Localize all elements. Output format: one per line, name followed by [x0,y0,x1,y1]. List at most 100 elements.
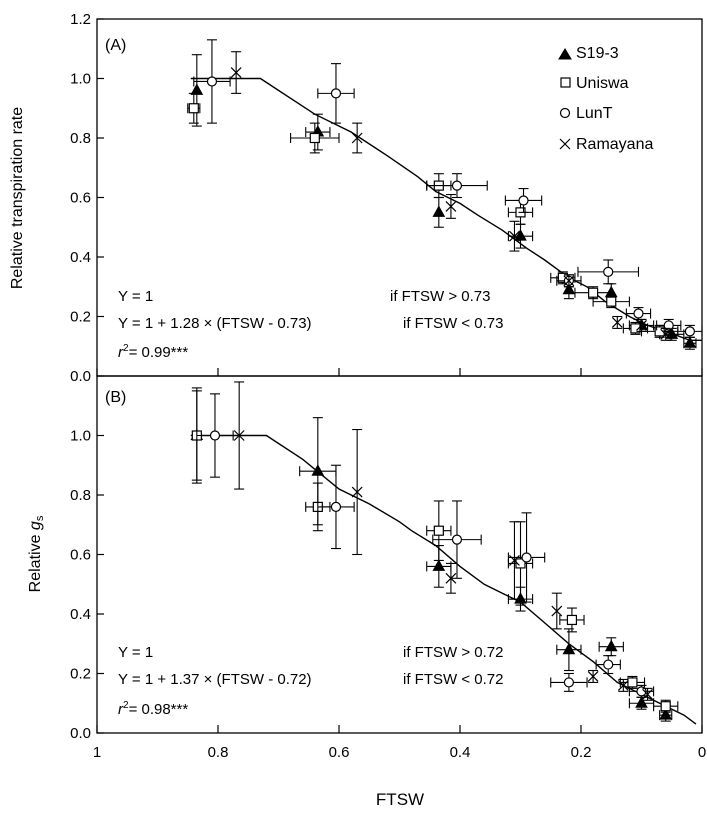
x-axis-label: FTSW [376,790,424,809]
circle-marker [684,326,696,337]
cross-marker [563,275,575,287]
cross-marker [617,679,629,691]
panel-a-axes: 0.0 0.2 0.4 0.6 0.8 1.0 1.2 [70,11,703,385]
legend-cross-marker [559,138,571,150]
data-point-ramayana [611,315,623,329]
panel-a-ylabel: Relative transpiration rate [9,107,26,289]
legend-label-lunt: LunT [576,105,613,122]
legend-item-s19-3: S19-3 [558,45,619,62]
data-point-lunt [628,684,655,698]
circle-marker [603,659,614,670]
data-point-s19-3 [598,637,624,657]
panel-a-cond2: if FTSW < 0.73 [403,315,503,332]
panel-a-cond1: if FTSW > 0.73 [390,288,490,305]
data-point-s19-3 [556,628,582,672]
cross-marker [230,67,242,78]
data-point-lunt [550,672,588,692]
y-tick-label-a: 1.0 [70,71,91,88]
cross-marker [509,555,520,566]
data-point-lunt [196,393,234,478]
data-point-s19-3 [190,54,204,127]
legend-label-s19-3: S19-3 [576,45,619,62]
square-marker [309,132,320,144]
cross-marker [660,328,672,340]
panel-b-r2: r2= 0.98*** [118,700,188,718]
cross-marker [587,671,599,682]
data-point-ramayana [660,327,672,341]
x-tick-label-b: 0.6 [329,744,350,761]
cross-marker [611,317,623,328]
square-marker [627,677,638,688]
panel-a-r2: r2= 0.99*** [118,343,188,361]
data-point-ramayana [587,669,599,683]
panel-b-ylabel-sub: s [34,515,46,521]
triangle-marker [311,464,325,476]
data-point-ramayana [617,678,629,692]
triangle-marker [562,282,576,295]
triangle-marker [562,642,576,655]
triangle-marker [635,696,648,708]
circle-marker [603,266,614,277]
data-point-lunt [426,173,488,199]
cross-marker [445,572,457,584]
circle-marker [633,308,644,319]
panel-a: (A) Relative transpiration rate 0.00.20.… [9,11,703,385]
cross-marker [351,486,363,498]
data-point-ramayana [351,122,363,154]
panel-b-cond1: if FTSW > 0.72 [403,644,503,661]
panel-a-eq1: Y = 1 [118,288,153,305]
panel-b-ylabel: Relative gs [27,515,46,592]
panel-b-cond2: if FTSW < 0.72 [403,671,503,688]
data-point-ramayana [551,592,563,630]
data-point-uniswa [592,295,630,309]
square-marker [566,614,578,626]
panel-b-label: (B) [105,389,126,406]
y-tick-label-b: 0.0 [70,725,91,742]
data-point-ramayana [509,220,520,252]
square-marker [630,323,641,334]
circle-marker [451,534,463,545]
legend-item-ramayana: Ramayana [559,136,653,153]
legend-circle-marker [559,107,571,119]
legend-label-uniswa: Uniswa [576,75,629,92]
data-point-uniswa [187,92,201,124]
data-point-lunt [656,318,682,332]
circle-marker [663,320,674,331]
y-tick-label-a: 0.2 [70,309,91,326]
data-point-ramayana [636,318,647,332]
data-point-uniswa [426,500,452,562]
panel-b-points [190,381,679,722]
panel-b-eq1: Y = 1 [118,644,153,661]
cross-marker [351,132,363,144]
panel-b: (B) Relative gs 0.00.20.40.60.81.01 0.8 0.… [27,375,706,809]
cross-marker [509,230,520,242]
triangle-marker [432,205,446,217]
circle-marker [563,677,575,688]
legend: S19-3 Uniswa LunT Ramayana [558,45,653,153]
cross-marker [551,605,563,617]
circle-marker [518,195,529,206]
panel-b-axes: 0.0 0.2 0.4 0.6 0.8 1.0 1 0.8 0.6 0.4 0.2 0 [70,428,706,762]
triangle-marker [514,229,527,241]
panel-b-r2-value: = 0.98*** [129,701,189,718]
triangle-marker [190,83,204,95]
data-point-lunt [432,500,482,579]
x-tick-label-b: 0.2 [571,744,592,761]
x-tick-label-b: 1 [93,744,101,761]
data-point-lunt [507,512,546,603]
data-point-lunt [677,324,703,338]
data-point-ramayana [509,521,520,600]
data-point-lunt [193,39,231,124]
data-point-lunt [317,464,355,550]
y-tick-label-a: 0.8 [70,130,91,147]
triangle-marker [432,559,446,571]
data-point-s19-3 [432,196,446,228]
data-point-uniswa [653,699,679,713]
data-point-lunt [595,655,621,675]
y-tick-label-a: 1.2 [70,11,91,28]
data-point-ramayana [233,381,245,490]
y-tick-label-b: 0.4 [70,606,91,623]
cross-marker [445,201,457,212]
legend-square-marker [560,77,571,88]
